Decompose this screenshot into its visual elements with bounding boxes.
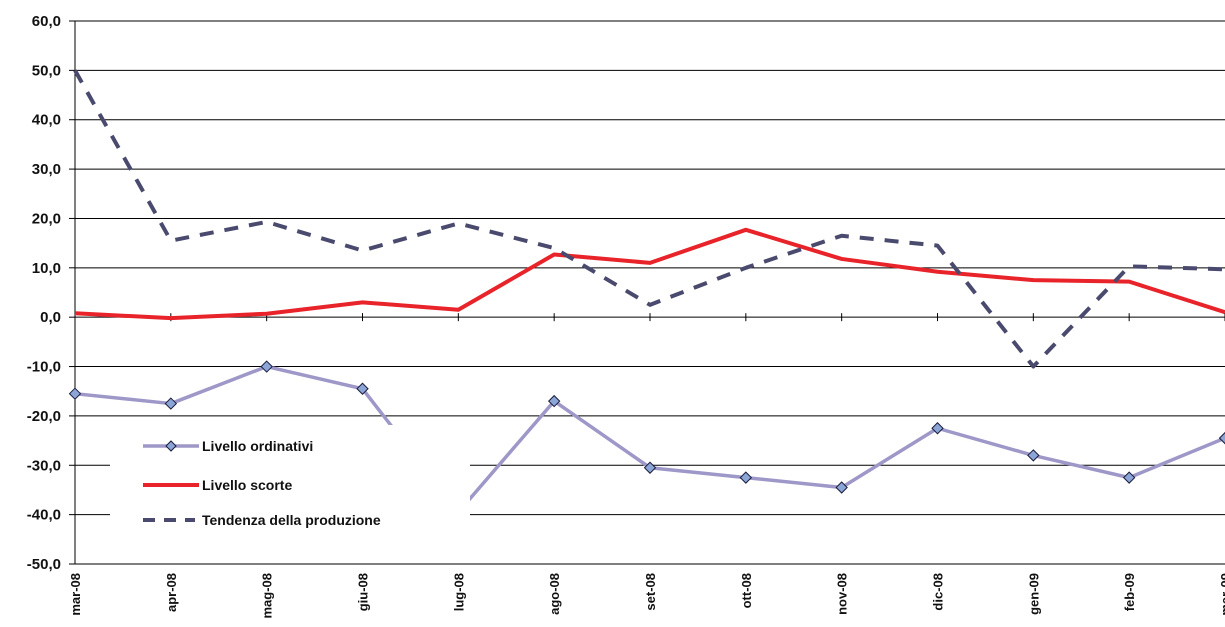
data-point [164,397,178,410]
data-point [356,382,369,395]
y-tick-label: 40,0 [32,112,61,129]
legend-label: Livello scorte [202,477,292,493]
x-tick-label: apr-08 [164,573,179,612]
y-axis-tick-labels: 60,0 50,0 40,0 30,0 20,0 10,0 0,0 -10,0 -20,0 -30… [27,13,61,573]
x-tick-label: mar-09 [1218,573,1225,616]
data-point [835,481,848,494]
y-tick-label: -40,0 [27,507,61,524]
legend: Livello ordinativi Livello scorte Tendenza… [110,425,470,543]
x-tick-label: giu-08 [356,573,371,611]
data-point [739,471,753,484]
x-tick-label: set-08 [643,573,658,611]
x-axis-tick-labels: mar-08 apr-08 mag-08 giu-08 lug-08 ago-08 set-… [68,573,1225,619]
legend-label: Tendenza della produzione [202,512,381,528]
y-tick-label: 30,0 [32,161,61,178]
x-tick-label: feb-09 [1122,573,1137,611]
series-line [73,69,1225,369]
y-tick-label: 60,0 [32,13,61,30]
y-tick-label: 20,0 [32,210,61,227]
y-tick-label: 0,0 [40,309,61,326]
y-tick-label: 10,0 [32,260,61,277]
y-tick-label: -30,0 [27,457,61,474]
data-point [931,422,944,435]
y-tick-label: 50,0 [32,62,61,79]
data-point [1218,431,1225,445]
axes [69,20,1225,565]
series-layer [68,69,1225,519]
data-point [1122,471,1136,484]
data-point [68,387,82,400]
x-tick-label: mag-08 [260,573,275,619]
data-point [547,394,561,408]
x-tick-label: lug-08 [451,573,466,611]
x-tick-label: nov-08 [835,573,850,615]
y-tick-label: -20,0 [27,408,61,425]
legend-label: Livello ordinativi [202,438,313,454]
x-tick-label: mar-08 [68,573,83,616]
data-point [643,461,657,474]
x-tick-label: dic-08 [931,573,946,611]
data-point [260,360,273,373]
y-tick-label: -50,0 [27,556,61,573]
x-tick-label: ott-08 [739,573,754,608]
x-tick-label: ago-08 [547,573,562,615]
x-tick-label: gen-09 [1026,573,1041,615]
series-line [74,227,1225,321]
data-point [1027,449,1040,462]
y-tick-label: -10,0 [27,359,61,376]
legend-marker [165,440,177,452]
